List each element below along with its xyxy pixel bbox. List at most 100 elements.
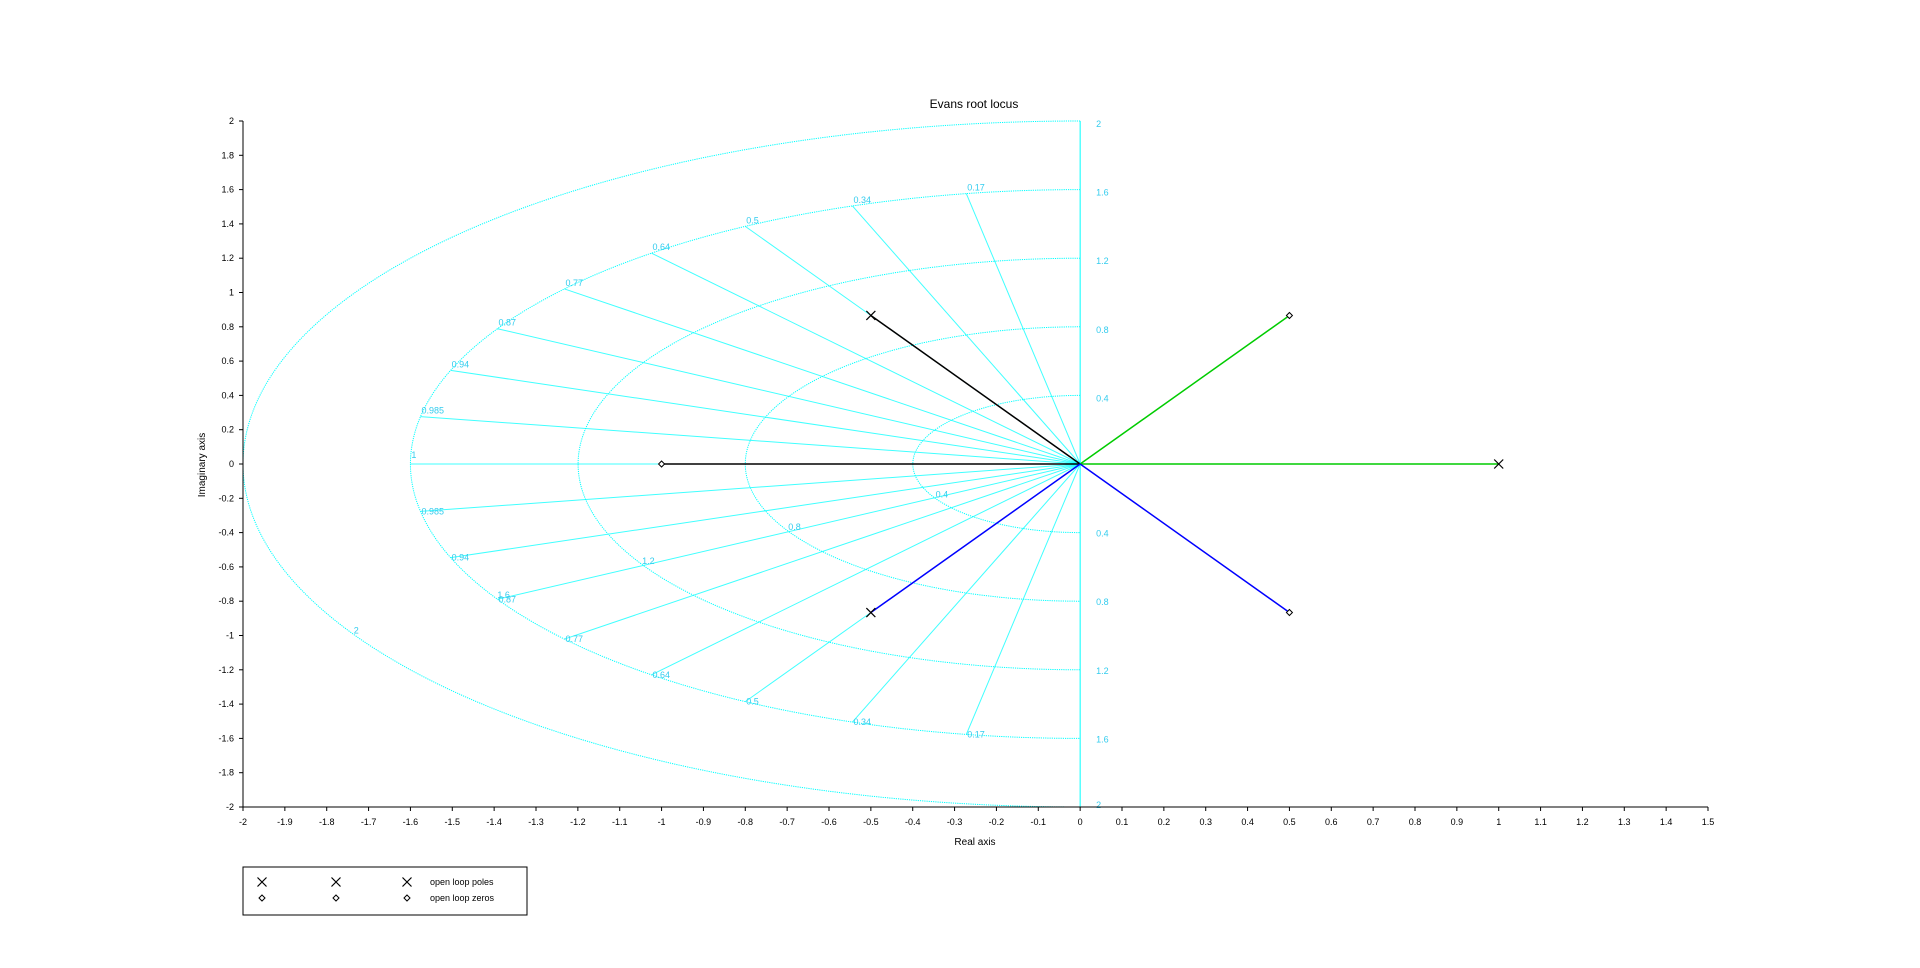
pole-marker-2-glyph <box>1493 459 1504 469</box>
y-tick-label: 1.6 <box>221 185 234 195</box>
y-axis-label: Imaginary axis <box>197 433 208 497</box>
ring-label-lower: 0.4 <box>1096 529 1109 539</box>
x-tick-label: 1 <box>1496 817 1501 827</box>
x-tick-label: 1.5 <box>1702 817 1715 827</box>
y-tick-label: 1 <box>229 288 234 298</box>
pole-marker-1-glyph <box>865 607 876 618</box>
inner-ring-label: 0.8 <box>788 522 801 532</box>
ring-label-lower: 1.2 <box>1096 666 1109 676</box>
legend-zero-marker-1 <box>332 894 340 902</box>
x-tick-label: 1.3 <box>1618 817 1631 827</box>
chart-title: Evans root locus <box>930 97 1019 111</box>
ring-label-upper: 1.6 <box>1096 188 1109 198</box>
x-tick-label: -0.4 <box>905 817 921 827</box>
pole-marker-1 <box>865 607 876 618</box>
x-tick-label: -2 <box>239 817 247 827</box>
damping-ray-4-lower <box>564 463 1081 640</box>
zero-marker-1 <box>1285 311 1294 320</box>
locus-branch-3 <box>1079 314 1290 465</box>
damping-label: 0.17 <box>967 729 985 739</box>
damping-label: 0.34 <box>853 195 871 205</box>
x-tick-label: 1.4 <box>1660 817 1673 827</box>
damping-label: 0.985 <box>421 406 444 416</box>
x-tick-label: -0.3 <box>947 817 963 827</box>
pole-marker-0-glyph <box>865 310 876 321</box>
x-tick-label: 0 <box>1078 817 1083 827</box>
x-tick-label: -1.4 <box>486 817 502 827</box>
legend: open loop poles open loop zeros <box>242 866 528 916</box>
damping-label: 1 <box>411 450 416 460</box>
y-tick-label: 2 <box>229 116 234 126</box>
damping-label: 0.77 <box>565 634 583 644</box>
legend-row-zeros <box>258 894 411 902</box>
inner-ring-label: 1.2 <box>642 556 655 566</box>
x-tick-label: -1.6 <box>403 817 419 827</box>
damping-ray-1-lower <box>852 463 1081 723</box>
x-tick-label: -1.1 <box>612 817 628 827</box>
x-tick-label: -1.9 <box>277 817 293 827</box>
x-tick-label: -1.3 <box>528 817 544 827</box>
damping-ray-7-lower <box>420 463 1081 512</box>
omega-ring-0 <box>912 394 1081 534</box>
damping-label: 0.5 <box>746 215 759 225</box>
inner-ring-label: 0.4 <box>936 490 949 500</box>
legend-pole-marker-0 <box>257 877 267 887</box>
damping-ray-1-upper <box>852 205 1081 465</box>
y-tick-label: -1.2 <box>218 665 234 675</box>
damping-label: 0.5 <box>746 697 759 707</box>
locus-branch-5 <box>1079 463 1290 614</box>
damping-label: 0.985 <box>421 506 444 516</box>
locus-branch-2 <box>870 463 1081 614</box>
damping-ray-5-lower <box>497 463 1081 600</box>
damping-ray-5-upper <box>497 328 1081 465</box>
damping-ray-0-lower <box>965 463 1081 735</box>
pole-marker-0 <box>865 310 876 321</box>
damping-label: 0.77 <box>565 278 583 288</box>
inner-ring-label: 1.6 <box>497 590 510 600</box>
y-tick-label: 1.8 <box>221 150 234 160</box>
x-tick-label: 0.2 <box>1158 817 1171 827</box>
x-tick-label: 0.5 <box>1283 817 1296 827</box>
legend-pole-marker-2 <box>402 877 412 887</box>
x-tick-label: 0.8 <box>1409 817 1422 827</box>
axes-layer: -2 -1.9 -1.8 -1.7 -1.6 -1.5 -1.4 -1.3 -1.2 -1.1 -1… <box>218 116 1714 827</box>
y-tick-label: -1.4 <box>218 699 234 709</box>
legend-label-poles: open loop poles <box>430 877 494 887</box>
y-tick-label: 0.2 <box>221 425 234 435</box>
damping-ray-0-upper <box>965 193 1081 465</box>
ring-label-upper: 0.8 <box>1096 325 1109 335</box>
damping-label: 0.34 <box>853 717 871 727</box>
y-tick-label: 0 <box>229 459 234 469</box>
y-tick-label: -1.6 <box>218 733 234 743</box>
x-tick-label: 0.9 <box>1451 817 1464 827</box>
x-tick-label: -1.2 <box>570 817 586 827</box>
damping-label: 0.87 <box>498 318 516 328</box>
y-tick-label: -1.8 <box>218 768 234 778</box>
legend-zero-marker-0 <box>258 894 266 902</box>
x-tick-label: -1.5 <box>445 817 461 827</box>
x-tick-label: 1.1 <box>1534 817 1547 827</box>
x-tick-label: 0.4 <box>1241 817 1254 827</box>
x-tick-label: -0.2 <box>989 817 1005 827</box>
y-tick-label: -0.8 <box>218 596 234 606</box>
y-tick-label: -0.6 <box>218 562 234 572</box>
y-tick-label: 1.2 <box>221 253 234 263</box>
x-tick-label: 0.7 <box>1367 817 1380 827</box>
y-tick-label: 0.4 <box>221 390 234 400</box>
pole-marker-2 <box>1493 459 1504 469</box>
ring-label-lower: 1.6 <box>1096 734 1109 744</box>
y-tick-label: -0.2 <box>218 493 234 503</box>
damping-label: 0.64 <box>653 670 671 680</box>
omega-ring-3 <box>409 189 1081 739</box>
damping-ray-7-upper <box>420 416 1081 465</box>
x-tick-label: 0.1 <box>1116 817 1129 827</box>
y-tick-label: -1 <box>226 631 234 641</box>
legend-label-zeros: open loop zeros <box>430 893 495 903</box>
x-tick-label: -0.1 <box>1031 817 1047 827</box>
damping-label: 0.17 <box>967 183 985 193</box>
y-tick-label: 0.8 <box>221 322 234 332</box>
locus-branch-0 <box>870 314 1081 465</box>
x-tick-label: -0.7 <box>779 817 795 827</box>
damping-ray-4-upper <box>564 288 1081 465</box>
